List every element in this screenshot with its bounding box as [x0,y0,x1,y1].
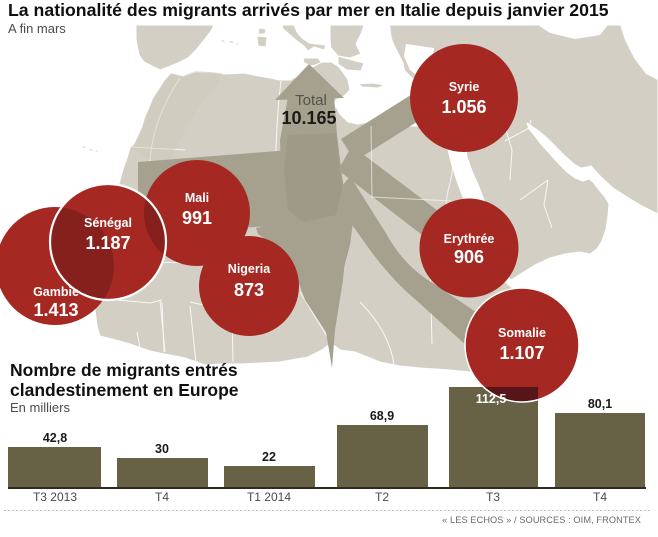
svg-text:68,9: 68,9 [370,409,394,423]
svg-text:Nigeria: Nigeria [228,262,271,276]
svg-text:873: 873 [234,280,264,300]
svg-text:42,8: 42,8 [43,431,67,445]
svg-text:T3: T3 [486,490,500,504]
svg-text:30: 30 [155,442,169,456]
svg-text:T1 2014: T1 2014 [247,490,291,504]
svg-text:22: 22 [262,450,276,464]
svg-text:906: 906 [454,247,484,267]
svg-text:Total: Total [295,92,327,109]
svg-text:10.165: 10.165 [281,108,336,128]
svg-text:1.413: 1.413 [33,300,78,320]
svg-text:Mali: Mali [185,191,209,205]
svg-text:991: 991 [182,208,212,228]
svg-text:T3 2013: T3 2013 [33,490,77,504]
svg-text:1.056: 1.056 [441,97,486,117]
svg-text:Erythrée: Erythrée [444,232,495,246]
svg-text:Somalie: Somalie [498,326,546,340]
svg-text:1.187: 1.187 [85,233,130,253]
svg-text:112,5: 112,5 [476,392,507,406]
svg-text:Syrie: Syrie [449,80,480,94]
svg-text:1.107: 1.107 [499,343,544,363]
svg-text:T2: T2 [375,490,389,504]
svg-text:80,1: 80,1 [588,397,612,411]
svg-text:T4: T4 [155,490,169,504]
svg-text:Gambie: Gambie [33,285,79,299]
svg-text:T4: T4 [593,490,607,504]
svg-text:Sénégal: Sénégal [84,216,132,230]
